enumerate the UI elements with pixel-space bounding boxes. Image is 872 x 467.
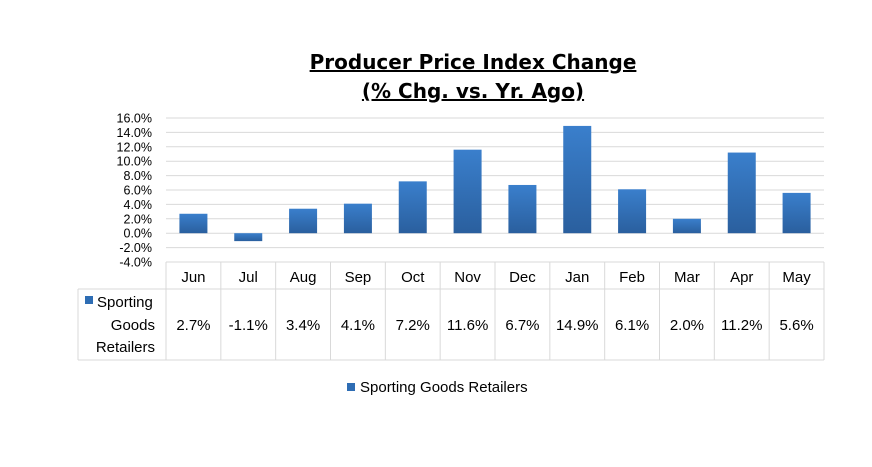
series-row-header: Goods	[111, 317, 155, 334]
gridlines	[166, 117, 824, 263]
data-value-label: 5.6%	[779, 317, 813, 334]
bar-series	[179, 125, 811, 242]
data-value-label: -1.1%	[229, 317, 268, 334]
bar-may	[782, 192, 811, 234]
category-label: Nov	[454, 269, 481, 286]
bar-mar	[672, 218, 701, 234]
y-tick-label: 2.0%	[124, 212, 153, 226]
category-label: Oct	[401, 269, 425, 286]
chart-title: Producer Price Index Change (% Chg. vs. …	[0, 48, 872, 106]
data-value-label: 6.7%	[505, 317, 539, 334]
category-label: Dec	[509, 269, 536, 286]
data-value-label: 7.2%	[396, 317, 430, 334]
y-axis: 16.0%14.0%12.0%10.0%8.0%6.0%4.0%2.0%0.0%…	[117, 112, 152, 270]
series-row-header: Retailers	[96, 339, 155, 356]
category-label: Apr	[730, 269, 753, 286]
y-tick-label: 14.0%	[117, 126, 152, 140]
legend-label: Sporting Goods Retailers	[360, 379, 528, 396]
data-value-label: 6.1%	[615, 317, 649, 334]
bar-apr	[727, 152, 756, 234]
bar-oct	[398, 181, 427, 234]
data-value-label: 11.2%	[721, 317, 762, 334]
data-value-label: 2.0%	[670, 317, 704, 334]
category-label: Jan	[565, 269, 589, 286]
y-tick-label: 8.0%	[124, 169, 153, 183]
category-label: Feb	[619, 269, 645, 286]
bar-jun	[179, 213, 208, 234]
data-value-label: 3.4%	[286, 317, 320, 334]
category-label: Jul	[239, 269, 258, 286]
y-tick-label: -2.0%	[119, 241, 152, 255]
table-legend-key	[85, 296, 93, 304]
category-label: Sep	[345, 269, 372, 286]
y-tick-label: 4.0%	[124, 198, 153, 212]
chart-title-line-2: (% Chg. vs. Yr. Ago)	[361, 79, 585, 103]
legend-key	[347, 383, 355, 391]
y-tick-label: 10.0%	[117, 155, 152, 169]
y-tick-label: -4.0%	[119, 256, 152, 270]
bar-jul	[234, 233, 263, 242]
category-label: May	[782, 269, 811, 286]
series-row-header: Sporting	[97, 294, 153, 311]
bar-nov	[453, 149, 482, 234]
y-tick-label: 0.0%	[124, 227, 153, 241]
category-label: Jun	[181, 269, 205, 286]
data-value-label: 11.6%	[447, 317, 488, 334]
bar-sep	[343, 203, 372, 234]
data-value-label: 2.7%	[176, 317, 210, 334]
y-tick-label: 6.0%	[124, 184, 153, 198]
data-value-label: 14.9%	[556, 317, 599, 334]
category-label: Aug	[290, 269, 317, 286]
legend: Sporting Goods Retailers	[347, 379, 528, 396]
data-table: Jun 2.7% Jul -1.1% Aug 3.4% Sep 4.1% Oct 7.2% Nov 1…	[77, 262, 825, 361]
bar-jan	[563, 125, 592, 234]
bar-feb	[618, 189, 647, 234]
data-value-label: 4.1%	[341, 317, 375, 334]
y-tick-label: 12.0%	[117, 140, 152, 154]
category-label: Mar	[674, 269, 700, 286]
chart-title-line-1: Producer Price Index Change	[309, 50, 637, 74]
y-tick-label: 16.0%	[117, 112, 152, 126]
bar-aug	[289, 208, 318, 234]
bar-dec	[508, 184, 537, 234]
